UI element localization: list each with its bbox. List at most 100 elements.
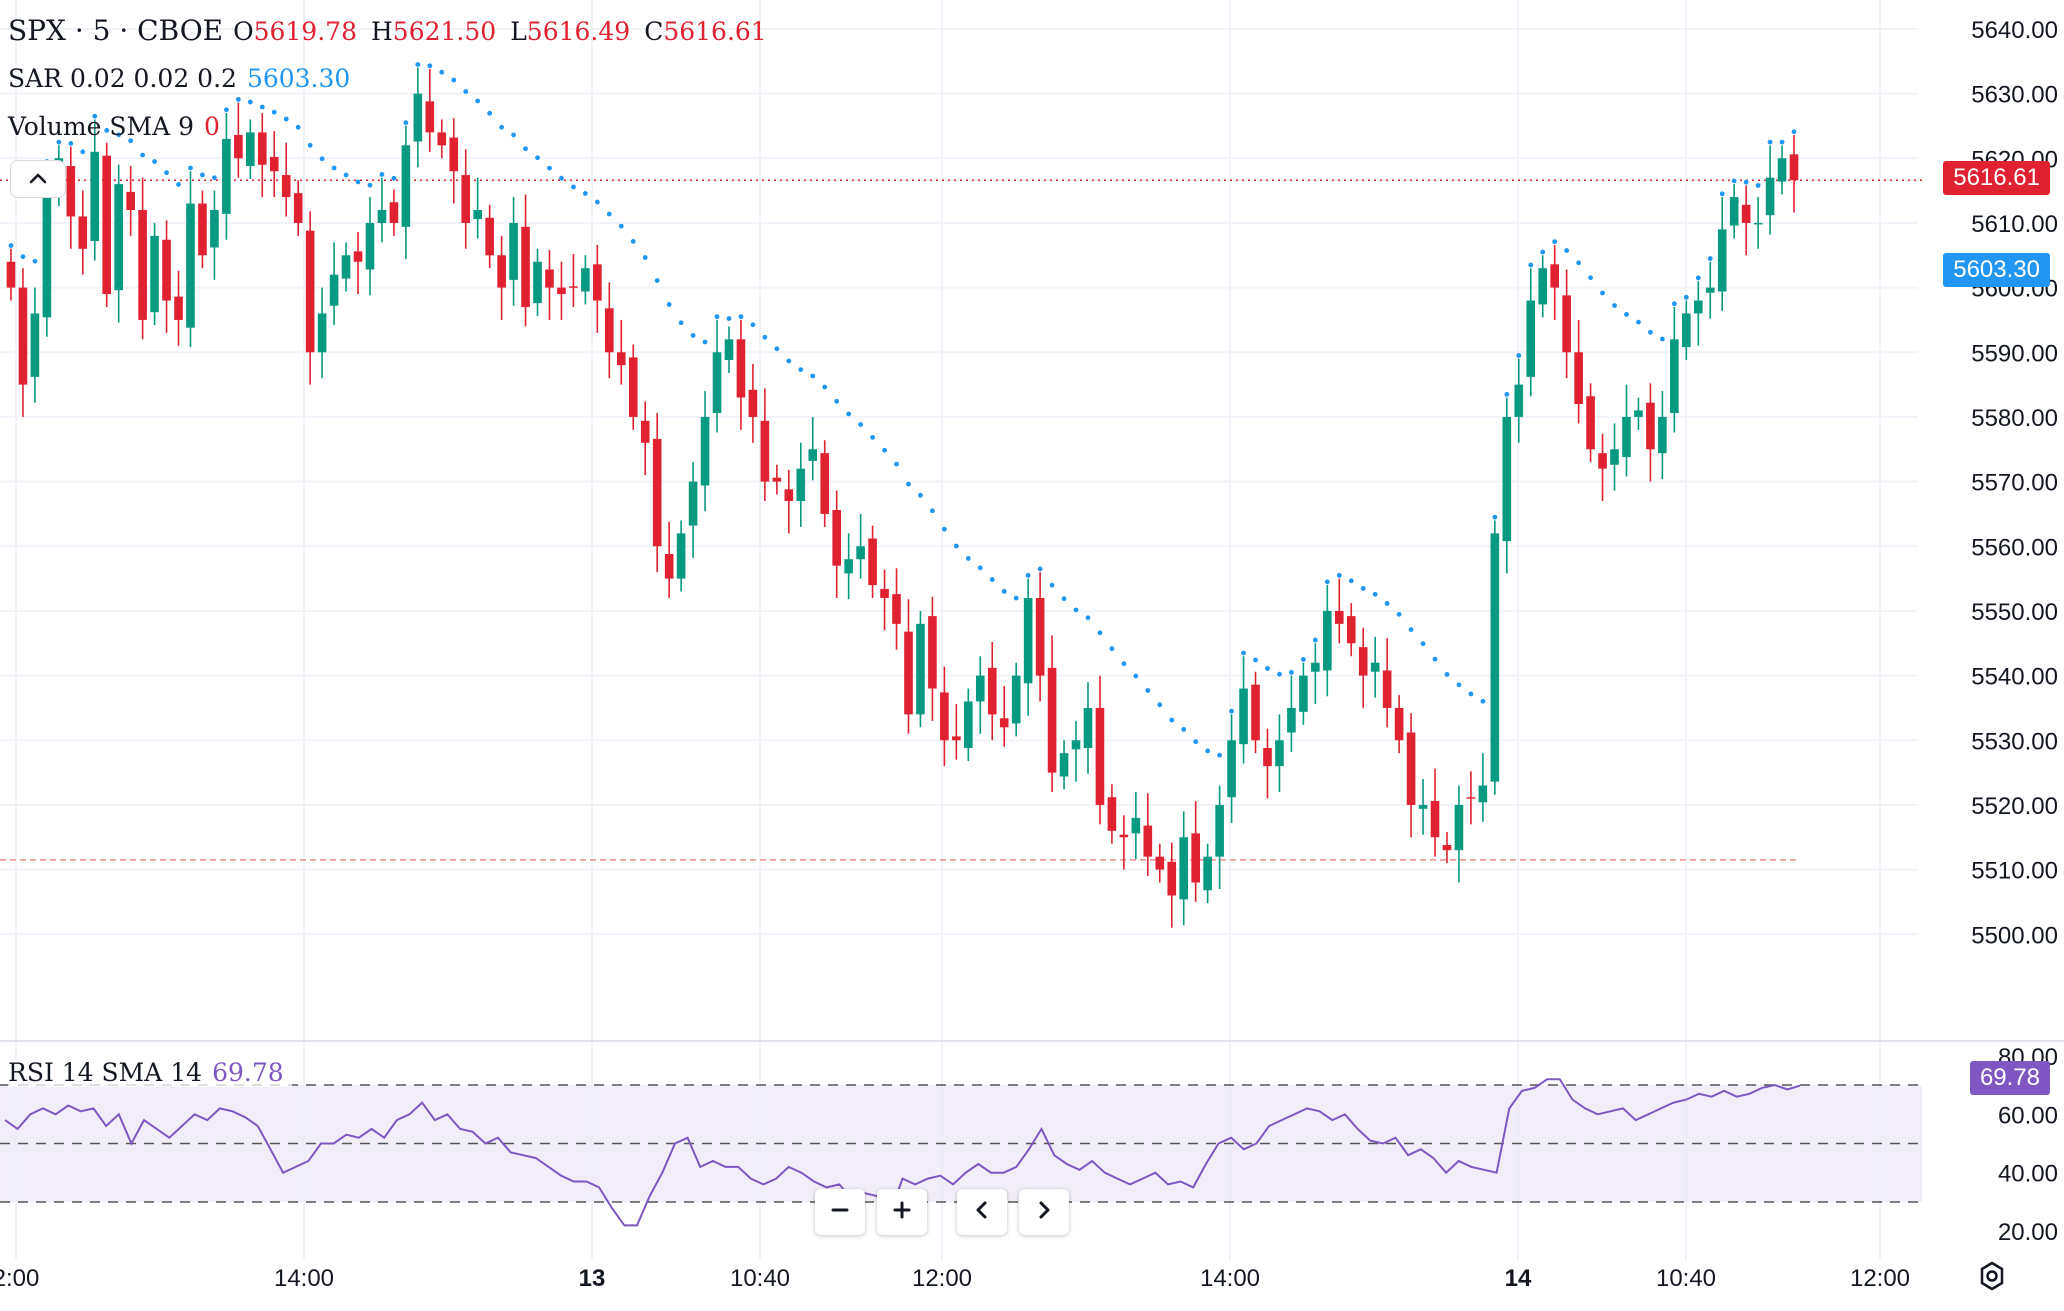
- candle-body: [1346, 616, 1356, 644]
- sar-dot: [1336, 572, 1342, 578]
- price-tick-label: 5540.00: [1971, 664, 2058, 691]
- scroll-right-button[interactable]: [1019, 1189, 1069, 1235]
- sar-dot: [1157, 702, 1163, 708]
- sar-dot: [1396, 611, 1402, 617]
- candle-body: [365, 222, 375, 270]
- sar-dot: [1540, 249, 1546, 255]
- candle-body: [700, 416, 710, 486]
- candle-body: [533, 261, 542, 304]
- candle-body: [1622, 416, 1631, 458]
- candle-body: [341, 255, 351, 279]
- sar-dot: [1731, 178, 1737, 184]
- price-tick-label: 5520.00: [1971, 793, 2058, 820]
- sar-dot: [152, 159, 157, 164]
- scroll-controls: [957, 1189, 1069, 1235]
- sar-dot: [451, 77, 457, 83]
- sar-dot: [1217, 752, 1223, 758]
- sar-dot: [1480, 698, 1486, 704]
- candle-body: [521, 226, 530, 307]
- candle-body: [1035, 598, 1045, 676]
- candle-body: [1107, 797, 1117, 831]
- sar-dot: [678, 320, 684, 326]
- chevron-up-icon: [28, 170, 48, 189]
- sar-dot: [1253, 657, 1258, 663]
- sar-dot: [499, 124, 505, 130]
- plus-icon: [891, 1199, 913, 1225]
- time-tick-label: 10:40: [1656, 1265, 1716, 1292]
- candle-body: [664, 554, 674, 579]
- sar-dot: [1671, 301, 1677, 307]
- rsi-tick-label: 40.00: [1998, 1161, 2058, 1188]
- candle-body: [1693, 300, 1703, 314]
- candle-body: [90, 151, 100, 242]
- candle-body: [485, 217, 494, 256]
- sar-dot: [247, 99, 253, 105]
- sar-dot: [1073, 607, 1079, 613]
- time-tick-label: 2:00: [0, 1265, 39, 1292]
- candle-body: [413, 93, 423, 142]
- sar-dot: [92, 113, 98, 119]
- candle-body: [1095, 707, 1105, 805]
- candle-body: [162, 239, 171, 301]
- candle-body: [1502, 416, 1512, 542]
- candle-body: [1394, 707, 1404, 741]
- sar-dot: [630, 238, 636, 244]
- candle-body: [760, 420, 770, 482]
- candle-body: [1741, 204, 1751, 223]
- candle-body: [868, 538, 877, 586]
- candle-body: [102, 155, 112, 295]
- candle-body: [1179, 837, 1189, 900]
- sar-dot: [1169, 717, 1175, 723]
- candle-body: [1023, 598, 1033, 684]
- candle-body: [952, 736, 961, 741]
- sar-label: SAR 0.02 0.02 0.2: [8, 64, 237, 93]
- sar-dot: [989, 577, 995, 582]
- sar-dot: [547, 165, 552, 171]
- legend-volume[interactable]: Volume SMA 9 0: [8, 112, 220, 141]
- sar-dot: [8, 243, 14, 248]
- sar-dot: [1767, 139, 1773, 145]
- candle-body: [1263, 748, 1272, 767]
- candle-body: [449, 137, 459, 172]
- legend-main: SPX · 5 · CBOE O5619.78 H5621.50 L5616.4…: [8, 14, 767, 47]
- candle-body: [784, 489, 794, 501]
- candle-body: [210, 210, 219, 248]
- sar-dot: [391, 175, 397, 181]
- zoom-out-button[interactable]: [815, 1189, 865, 1235]
- legend-collapse-button[interactable]: [10, 160, 66, 198]
- candle-body: [640, 420, 650, 443]
- candle-body: [509, 222, 518, 280]
- time-tick-label: 12:00: [912, 1265, 972, 1292]
- candle-body: [1550, 264, 1559, 288]
- sar-dot: [582, 191, 588, 196]
- sar-dot: [834, 398, 840, 404]
- candle-body: [257, 132, 267, 165]
- candle-body: [473, 210, 482, 220]
- zoom-in-button[interactable]: [877, 1189, 927, 1235]
- candle-body: [1358, 647, 1368, 676]
- time-tick-label: 14:00: [1200, 1265, 1260, 1292]
- legend-rsi[interactable]: RSI 14 SMA 14 69.78: [8, 1058, 292, 1087]
- chart-settings-button[interactable]: [1972, 1258, 2012, 1298]
- sar-dot: [1384, 601, 1390, 606]
- sar-dot: [858, 422, 864, 427]
- time-axis[interactable]: 2:00 14:00 13 10:40 12:00 14:00 14 10:40 12:00: [0, 1265, 1910, 1292]
- candle-body: [1514, 384, 1524, 417]
- sar-dot: [1576, 260, 1582, 266]
- sar-dot: [1265, 666, 1270, 671]
- time-tick-label: 14: [1505, 1265, 1532, 1292]
- sar-dot: [1492, 514, 1498, 520]
- candle-body: [1370, 662, 1380, 672]
- sar-dot: [1743, 179, 1749, 185]
- candle-body: [389, 202, 399, 223]
- price-axis[interactable]: 5640.005630.005620.005610.005600.005590.…: [1971, 17, 2058, 949]
- scroll-left-button[interactable]: [957, 1189, 1007, 1235]
- legend-sar[interactable]: SAR 0.02 0.02 0.2 5603.30: [8, 64, 350, 93]
- candle-body: [856, 546, 865, 560]
- candle-body: [377, 210, 387, 223]
- time-tick-label: 14:00: [274, 1265, 334, 1292]
- candle-body: [1598, 453, 1607, 469]
- sar-dot: [1648, 329, 1653, 335]
- sar-dot: [702, 339, 708, 345]
